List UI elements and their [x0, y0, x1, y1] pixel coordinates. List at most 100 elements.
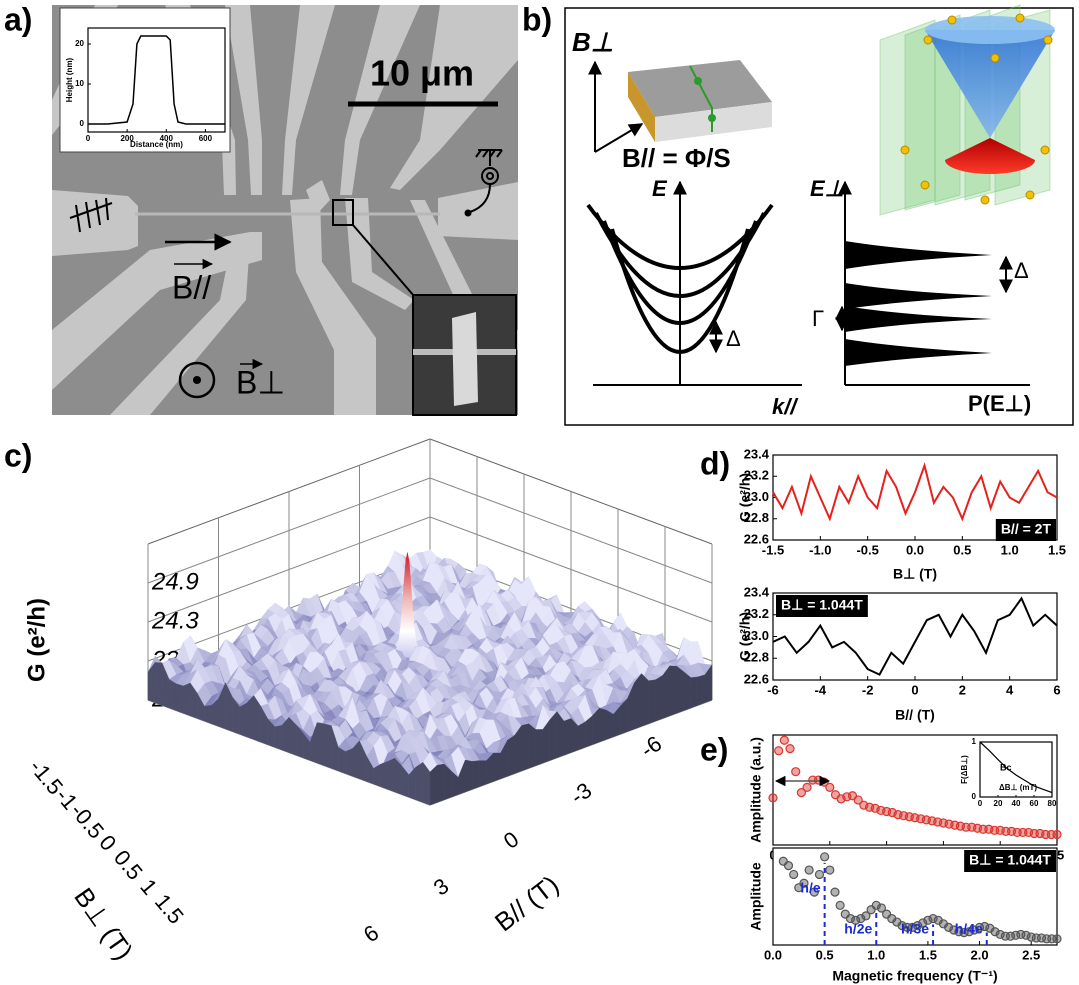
surface-side	[388, 758, 395, 792]
surface-side	[550, 712, 557, 761]
y-tick-label: 0	[80, 119, 85, 128]
x-tick-label: 0	[86, 134, 91, 143]
surface-side	[691, 677, 698, 708]
surface-side	[564, 718, 571, 755]
y-tick-label: 1	[972, 737, 977, 746]
x-axis-label: Distance (nm)	[130, 140, 183, 149]
annotation: Bc	[1000, 762, 1012, 772]
data-point	[1053, 831, 1061, 839]
z-tick-label: 24.9	[151, 568, 199, 595]
data-point	[790, 870, 798, 878]
surface-side	[155, 662, 162, 705]
surface-side	[649, 680, 656, 724]
y-axis-label: Amplitude (a.u.)	[748, 737, 764, 843]
surface-side	[317, 723, 324, 766]
axis-label: E⊥	[810, 176, 844, 201]
data-point	[786, 745, 794, 753]
x-tick-label: 20	[994, 799, 1003, 808]
y-axis-label: Height (nm)	[65, 57, 74, 102]
surface-side	[663, 666, 670, 718]
y-tick-label: -3	[566, 778, 596, 810]
surface-side	[430, 765, 437, 805]
y-axis-label: Amplitude	[748, 862, 764, 931]
x-tick-label: 4	[1006, 682, 1014, 697]
panel-label: e)	[700, 731, 728, 767]
x-tick-label: 0	[978, 799, 983, 808]
y-tick-label: 0	[972, 792, 977, 801]
surface-side	[247, 695, 254, 739]
x-tick-label: 2.5	[1022, 947, 1040, 962]
x-axis-label: B// (T)	[895, 707, 935, 723]
surface-side	[204, 705, 211, 723]
y-axis-label: B// (T)	[489, 869, 564, 937]
data-point	[792, 768, 800, 776]
axis-label: P(E⊥)	[968, 391, 1031, 416]
x-tick-label: 1	[135, 874, 162, 899]
axis-label: B// = Φ/S	[622, 143, 731, 173]
surface-side	[183, 683, 190, 716]
x-tick-label: 600	[199, 134, 213, 143]
y-axis-label: G (e²/h)	[737, 473, 753, 522]
data-point	[826, 783, 834, 791]
x-tick-label: 60	[1030, 799, 1039, 808]
surface-side	[176, 684, 183, 713]
schematic	[565, 5, 1073, 425]
surface-side	[338, 747, 345, 773]
surface-side	[345, 749, 352, 776]
x-tick-label: 1.0	[867, 947, 885, 962]
panel-label: d)	[700, 445, 730, 481]
peak-label: h/e	[800, 880, 820, 896]
x-tick-label: 2	[959, 682, 966, 697]
data-point	[815, 870, 823, 878]
y-tick-label: 23.4	[744, 584, 770, 599]
surface-side	[656, 675, 663, 721]
data-point	[784, 862, 792, 870]
surface-side	[642, 674, 649, 727]
surface-side	[529, 724, 536, 768]
data-point	[805, 866, 813, 874]
broadening: Γ	[812, 306, 824, 331]
data-point	[836, 901, 844, 909]
surface-side	[493, 753, 500, 781]
z-axis-label: G (e²/h)	[23, 598, 50, 682]
x-tick-label: 6	[1053, 682, 1060, 697]
z-tick-label: 24.3	[151, 607, 199, 634]
surface-side	[148, 662, 155, 702]
surface-side	[275, 725, 282, 750]
x-tick-label: 0.5	[109, 845, 148, 885]
x-tick-label: 0.5	[816, 947, 834, 962]
x-tick-label: 0.0	[906, 542, 924, 557]
surface-side	[536, 730, 543, 766]
surface-side	[578, 722, 585, 750]
plot-frame	[88, 28, 225, 132]
x-tick-label: 80	[1048, 799, 1057, 808]
level-spacing: Δ	[1014, 258, 1029, 283]
data-point	[775, 747, 783, 755]
peak-label: h/3e	[901, 921, 929, 937]
data-point	[826, 866, 834, 874]
axis-label: E	[652, 176, 668, 201]
surface-side	[472, 761, 479, 790]
surface-side	[599, 708, 606, 742]
x-tick-label: -4	[815, 682, 827, 697]
data-point	[769, 794, 777, 802]
peak-label: h/4e	[955, 921, 983, 937]
y-tick-label: 22.6	[744, 671, 769, 686]
surface-side	[677, 666, 684, 713]
surface-side	[684, 672, 691, 711]
annotation: B⊥ = 1.044T	[969, 852, 1051, 868]
surface-side	[465, 760, 472, 792]
field-label: B⊥	[236, 364, 285, 400]
data-point	[831, 888, 839, 896]
x-tick-label: -2	[862, 682, 874, 697]
axis-label: B⊥	[572, 27, 613, 57]
y-tick-label: 20	[75, 39, 84, 48]
x-tick-label: -1.0	[809, 542, 831, 557]
surface-side	[522, 724, 529, 771]
x-tick-label: 1.5	[150, 889, 189, 929]
x-tick-label: 40	[1012, 799, 1021, 808]
x-axis-label: Magnetic frequency (T⁻¹)	[832, 968, 997, 984]
panel-label: b)	[522, 1, 552, 37]
x-tick-label: 0.5	[953, 542, 971, 557]
y-tick-label: 22.6	[744, 531, 769, 546]
